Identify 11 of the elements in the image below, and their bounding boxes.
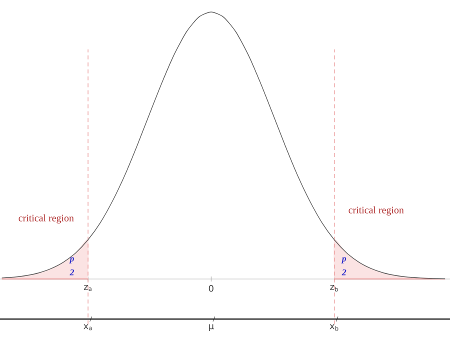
text: μ bbox=[209, 324, 214, 331]
x-tick-label: 0 bbox=[208, 285, 214, 292]
annotation: 2 bbox=[70, 269, 74, 276]
annotation: p bbox=[341, 257, 346, 264]
text: x$_{b}$ bbox=[330, 324, 338, 331]
annotation: critical region bbox=[348, 206, 404, 216]
annotation: critical region bbox=[18, 214, 74, 224]
annotation: p bbox=[69, 257, 74, 264]
text: x$_{a}$ bbox=[84, 324, 92, 330]
annotation: 2 bbox=[342, 269, 346, 276]
x-tick-label: z$_{a}$ bbox=[84, 285, 92, 291]
